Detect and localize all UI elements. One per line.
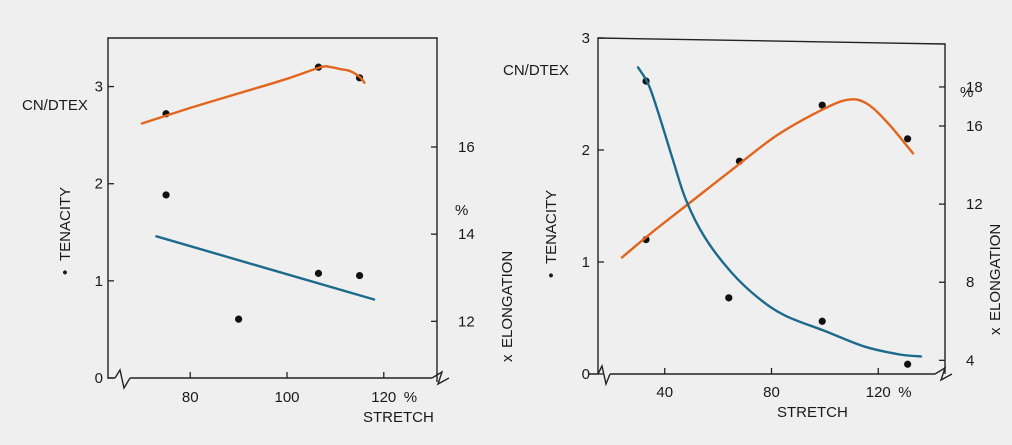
left-right-tick-label: 14 (458, 226, 475, 243)
right-elongation-point (818, 317, 826, 325)
right-right-tick-label: 4 (966, 352, 974, 369)
left-x-unit: % (404, 389, 417, 406)
left-elongation-point (314, 269, 323, 277)
right-right-axis-break (934, 366, 953, 382)
left-chart-frame (107, 37, 438, 382)
left-right-unit: % (455, 202, 468, 219)
left-right-tick-label: 12 (458, 313, 475, 330)
right-tenacity-curve (620, 98, 915, 259)
left-y-label: TENACITY (57, 187, 74, 261)
right-y-unit: CN/DTEX (503, 62, 569, 79)
chart-left: CN/DTEX % • TENACITY x ELONGATION STRETC… (22, 37, 516, 426)
left-right-axis-break (431, 370, 450, 386)
right-right-tick-label: 16 (966, 118, 983, 135)
left-x-axis-break (114, 368, 131, 390)
left-left-tick-label: 2 (95, 176, 103, 193)
left-left-tick-label: 3 (95, 79, 103, 96)
right-right-label-marker: x (987, 327, 1004, 335)
right-x-axis-break (597, 363, 611, 387)
left-elongation-point (162, 191, 170, 199)
left-elongation-point (355, 271, 364, 280)
left-y-unit: CN/DTEX (22, 97, 88, 114)
left-x-tick-label: 80 (182, 389, 199, 406)
left-elongation-point (235, 315, 243, 323)
right-right-label: ELONGATION (987, 224, 1004, 321)
right-y-label-marker: • (543, 273, 560, 278)
right-chart-frame (588, 37, 946, 375)
chart-right: CN/DTEX % • TENACITY x ELONGATION STRETC… (503, 30, 1004, 421)
right-right-tick-label: 18 (966, 79, 983, 96)
right-x-tick-label: 120 (866, 384, 891, 401)
right-left-tick-label: 2 (582, 142, 590, 159)
left-x-label: STRETCH (363, 409, 434, 426)
right-elongation-point (904, 360, 912, 368)
right-left-tick-label: 0 (582, 366, 590, 383)
left-right-label: ELONGATION (499, 251, 516, 348)
left-left-tick-label: 1 (95, 273, 103, 290)
right-elongation-curve (636, 66, 923, 358)
left-x-tick-label: 100 (274, 389, 299, 406)
right-tenacity-point (818, 101, 826, 109)
right-x-tick-label: 40 (656, 384, 673, 401)
right-right-unit: % (960, 84, 973, 101)
left-elongation-curve (155, 235, 376, 301)
right-right-tick-label: 12 (966, 196, 983, 213)
right-x-unit: % (898, 384, 911, 401)
left-left-tick-label: 0 (95, 370, 103, 387)
right-left-tick-label: 3 (582, 30, 590, 47)
right-elongation-point (725, 294, 733, 302)
right-right-tick-label: 8 (966, 274, 974, 291)
right-tenacity-point (904, 135, 912, 143)
left-right-label-marker: x (499, 354, 516, 362)
right-y-label: TENACITY (543, 190, 560, 264)
right-left-tick-label: 1 (582, 254, 590, 271)
left-tenacity-curve (140, 64, 366, 125)
right-x-label: STRETCH (777, 404, 848, 421)
left-x-tick-label: 120 (371, 389, 396, 406)
right-x-tick-label: 80 (763, 384, 780, 401)
left-y-label-marker: • (57, 270, 74, 275)
left-right-tick-label: 16 (458, 139, 475, 156)
